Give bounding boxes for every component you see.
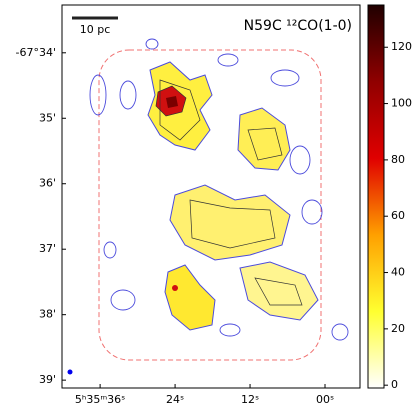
cloud [237,107,291,171]
coverage-boundary [98,49,322,361]
cloud [164,264,216,331]
colorbar-tick-label: 100 [391,97,412,110]
contour [119,80,137,110]
colorbar [367,4,385,389]
colorbar-tick-label: 40 [391,266,405,279]
beam [67,369,73,375]
cloud [239,261,319,321]
colorbar-tick-label: 80 [391,153,405,166]
contour [254,277,303,306]
x-tick-label: 5ʰ35ᵐ36ˢ [75,393,125,406]
cloud-peak [172,285,178,291]
plot-frame [61,4,361,389]
y-tick-label: 38' [39,308,56,321]
y-tick-label: 35' [39,111,56,124]
contour [89,74,107,116]
y-tick-label: 39' [39,373,56,386]
x-tick-label: 12ˢ [241,393,259,406]
colorbar-tick-label: 0 [391,378,398,391]
colorbar-tick-label: 120 [391,40,412,53]
x-tick-label: 00ˢ [316,393,334,406]
y-tick-label: -67°34' [16,46,57,59]
contour [110,289,136,311]
contour [247,127,283,161]
contour [331,323,349,341]
colorbar-tick-label: 20 [391,322,405,335]
x-tick-label: 24ˢ [166,393,184,406]
contour [289,145,311,175]
colorbar-tick-label: 60 [391,209,405,222]
y-tick-label: 36' [39,177,56,190]
cloud-peak [166,96,178,108]
contour [103,241,117,259]
contour [159,79,201,141]
y-tick-label: 37' [39,242,56,255]
contour [145,38,159,50]
contour [301,199,323,225]
contour [270,69,300,87]
contour [217,53,239,67]
contour [189,199,276,249]
emission-map [67,38,349,375]
contour [219,323,241,337]
scalebar-label: 10 pc [80,23,111,36]
chart-title: N59C ¹²CO(1-0) [244,18,352,34]
